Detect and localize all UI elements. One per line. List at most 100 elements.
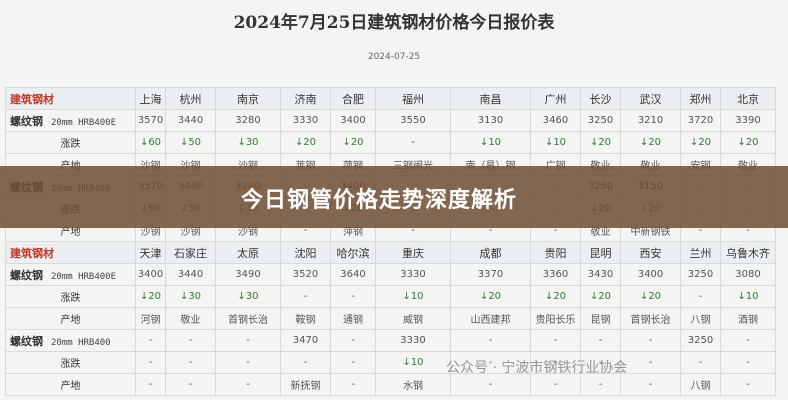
change: ↓10 [530, 131, 581, 154]
header-row: 建筑钢材 上海 杭州 南京 济南 合肥 福州 南昌 广州 长沙 武汉 郑州 北京 [5, 87, 776, 110]
data-row: 涨跌 ↓60 ↓50 ↓30 ↓20 ↓20- ↓10 ↓10 ↓20 ↓20 ↓20 ↓20 [5, 131, 776, 154]
cell: 3470 [280, 329, 331, 352]
cell: 3130 [450, 109, 531, 132]
change: ↓10 [450, 131, 531, 154]
city: 北京 [720, 87, 776, 110]
change: ↓10 [375, 285, 451, 308]
cell: 3400 [135, 263, 166, 286]
change: ↓50 [165, 131, 216, 154]
city: 太原 [215, 241, 281, 264]
change: ↓20 [135, 285, 166, 308]
city: 长沙 [580, 87, 621, 110]
cell: 3250 [580, 109, 621, 132]
cell: 首钢长治 [215, 307, 281, 330]
change: ↓20 [450, 285, 531, 308]
cell: 河钢 [135, 307, 166, 330]
cell: - [135, 373, 166, 396]
cell: 3400 [330, 109, 376, 132]
data-row: 螺纹钢 20mm HRB400E 3400 3440 3490 3520 3640 3330 3… [5, 263, 776, 286]
cell: - [530, 329, 581, 352]
banner-title[interactable]: 今日钢管价格走势深度解析 [241, 188, 518, 213]
product: 螺纹钢 [10, 268, 43, 282]
change: ↓60 [135, 131, 166, 154]
cell: 鞍钢 [280, 307, 331, 330]
city: 济南 [280, 87, 331, 110]
cell: - [450, 329, 531, 352]
header-label: 建筑钢材 [5, 241, 136, 264]
change: ↓20 [580, 285, 621, 308]
change: - [280, 285, 331, 308]
row-label: 涨跌 [5, 285, 136, 308]
cell: 通钢 [330, 307, 376, 330]
row-label: 产地 [5, 373, 136, 396]
cell: 3430 [580, 263, 621, 286]
price-table: 建筑钢材 上海 杭州 南京 济南 合肥 福州 南昌 广州 长沙 武汉 郑州 北京 螺纹钢 20mm HRB4… [5, 87, 776, 396]
cell: - [135, 329, 166, 352]
cell: - [165, 373, 216, 396]
change: ↓30 [215, 131, 281, 154]
change: - [620, 351, 681, 374]
cell: 3460 [530, 109, 581, 132]
change: - [215, 351, 281, 374]
cell: 酒钢 [720, 307, 776, 330]
date: 2024-07-25 [367, 52, 421, 62]
city: 沈阳 [280, 241, 331, 264]
cell: 3550 [375, 109, 451, 132]
city: 兰州 [680, 241, 721, 264]
change: ↓30 [165, 285, 216, 308]
cell: 水钢 [375, 373, 451, 396]
change: ↓20 [720, 131, 776, 154]
cell: 八钢 [680, 307, 721, 330]
cell: 3330 [375, 329, 451, 352]
spec: 20mm HRB400E [51, 117, 117, 128]
change: - [680, 285, 721, 308]
change: ↓30 [215, 285, 281, 308]
cell: 3400 [620, 263, 681, 286]
spec: 20mm HRB400 [51, 337, 111, 348]
change: ↓20 [620, 131, 681, 154]
cell: 3440 [165, 109, 216, 132]
change: ↓10 [375, 351, 451, 374]
city: 武汉 [620, 87, 681, 110]
cell: 3720 [680, 109, 721, 132]
banner [0, 166, 788, 228]
cell: 3520 [280, 263, 331, 286]
row-label: 涨跌 [5, 131, 136, 154]
change: - [720, 351, 776, 374]
change: ↓20 [280, 131, 331, 154]
row-label: 涨跌 [5, 351, 136, 374]
city: 重庆 [375, 241, 451, 264]
cell: 3360 [530, 263, 581, 286]
cell: 首钢长治 [620, 307, 681, 330]
cell: - [720, 329, 776, 352]
change: - [330, 285, 376, 308]
data-row: 螺纹钢 20mm HRB400E 3570 3440 3280 3330 3400 3550 3… [5, 109, 776, 132]
title: 2024年7月25日建筑钢材价格今日报价表 [233, 13, 555, 33]
city: 贵阳 [530, 241, 581, 264]
cell: 3330 [375, 263, 451, 286]
data-row: 产地 河钢 敬业 首钢长治 鞍钢 通钢 威钢 山西建邦 贵阳长乐 昆钢 首钢长治 八钢 酒钢 [5, 307, 776, 330]
city: 合肥 [330, 87, 376, 110]
cell: 3440 [165, 263, 216, 286]
city: 南京 [215, 87, 281, 110]
city: 石家庄 [165, 241, 216, 264]
change: - [680, 351, 721, 374]
cell: - [330, 373, 376, 396]
cell: 贵阳长乐 [530, 307, 581, 330]
cell: 3210 [620, 109, 681, 132]
cell: - [720, 373, 776, 396]
data-row: 螺纹钢 20mm HRB400- - -3470-3330- - - -3250- [5, 329, 776, 352]
cell: - [215, 329, 281, 352]
change: ↓20 [620, 285, 681, 308]
product: 螺纹钢 [10, 334, 43, 348]
cell: - [580, 329, 621, 352]
cell: 3390 [720, 109, 776, 132]
change: ↓20 [680, 131, 721, 154]
header-label: 建筑钢材 [5, 87, 136, 110]
cell: 3640 [330, 263, 376, 286]
cell: - [215, 373, 281, 396]
change: ↓20 [580, 131, 621, 154]
city: 乌鲁木齐 [720, 241, 776, 264]
change: ↓20 [330, 131, 376, 154]
